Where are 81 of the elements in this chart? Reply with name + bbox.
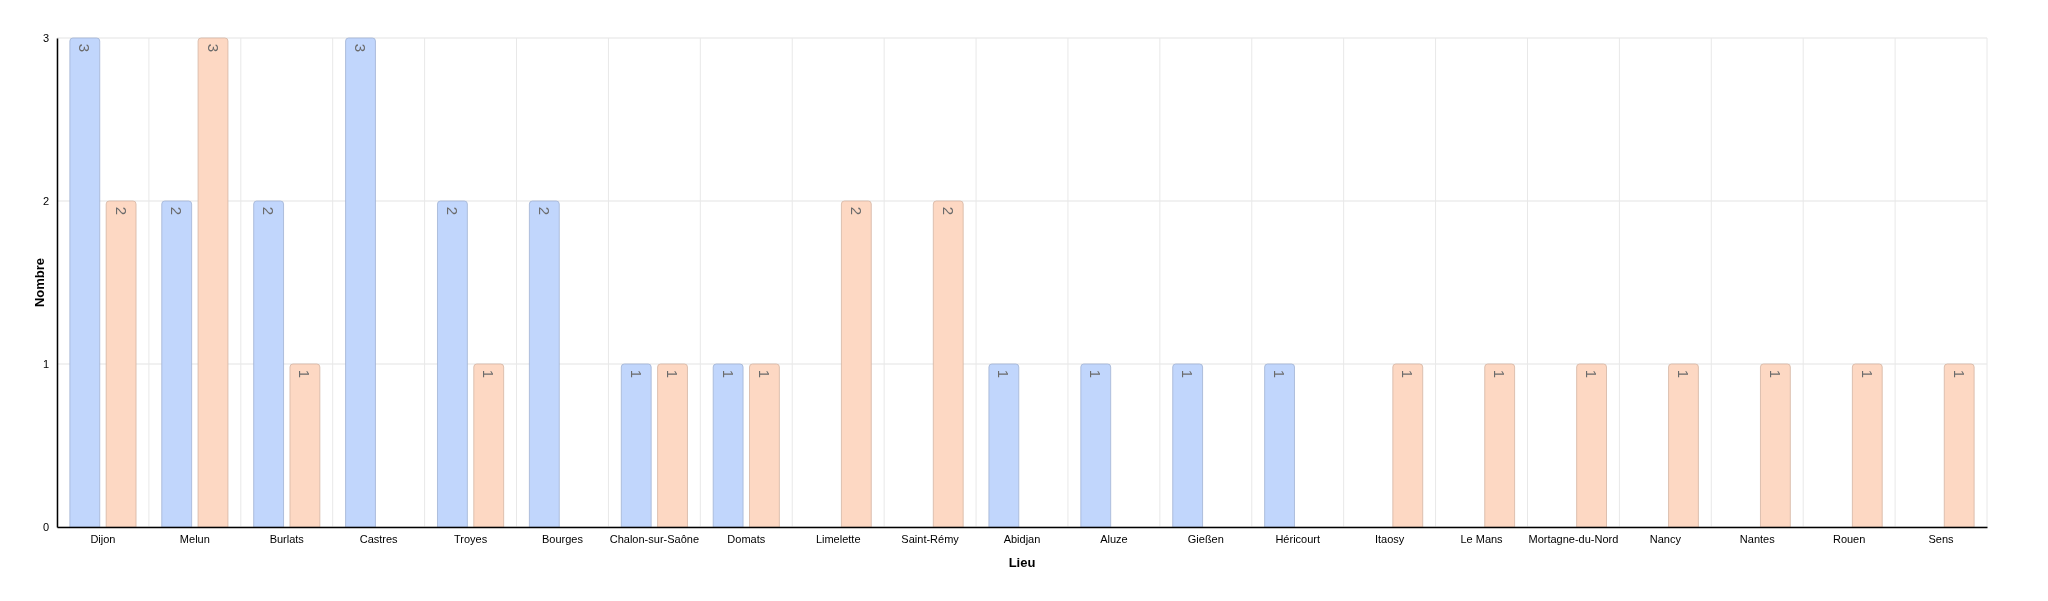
data-label: 2 [443, 206, 461, 216]
data-label: 1 [1399, 369, 1417, 379]
bar [161, 200, 193, 528]
bar [932, 200, 964, 528]
y-axis-title: Nombre [32, 257, 47, 308]
data-label: 1 [1087, 369, 1105, 379]
data-label: 2 [168, 206, 186, 216]
data-label: 2 [847, 206, 865, 216]
x-tick-label: Héricourt [1275, 532, 1321, 545]
bar [437, 200, 468, 528]
x-axis-title: Lieu [1008, 555, 1036, 570]
data-label: 2 [535, 206, 553, 216]
x-tick-label: Rouen [1832, 532, 1866, 545]
data-label: 2 [939, 206, 957, 216]
y-tick-label: 1 [42, 358, 49, 371]
x-tick-label: Limelette [815, 532, 861, 545]
data-label: 1 [719, 369, 737, 379]
bar [620, 363, 652, 528]
y-tick-label: 3 [42, 32, 49, 45]
y-tick-label: 2 [42, 195, 49, 208]
data-label: 1 [1950, 369, 1968, 379]
x-tick-label: Saint-Rémy [901, 532, 960, 545]
bar [712, 363, 744, 528]
bar [657, 363, 688, 528]
x-tick-label: Nantes [1739, 532, 1776, 545]
x-tick-label: Itaosy [1374, 532, 1405, 545]
x-tick-label: Aluze [1100, 532, 1128, 545]
bar [1943, 363, 1975, 528]
x-tick-label: Troyes [453, 532, 488, 545]
data-label: 1 [995, 369, 1013, 379]
data-label: 3 [352, 43, 370, 53]
data-label: 1 [296, 369, 314, 379]
bar [988, 363, 1020, 528]
data-label: 1 [627, 369, 645, 379]
x-tick-label: Abidjan [1003, 532, 1041, 545]
data-label: 1 [1766, 369, 1784, 379]
bar [841, 200, 872, 528]
data-label: 1 [755, 369, 773, 379]
data-label: 2 [260, 206, 278, 216]
y-tick-label: 0 [42, 521, 49, 534]
bar [1264, 363, 1295, 528]
x-tick-label: Domats [727, 532, 766, 545]
data-label: 1 [1858, 369, 1876, 379]
data-label: 1 [1271, 369, 1289, 379]
x-tick-label: Nancy [1649, 532, 1682, 545]
x-tick-label: Dijon [90, 532, 116, 545]
x-tick-label: Mortagne-du-Nord [1528, 532, 1619, 545]
bar [473, 363, 505, 528]
bar [1576, 363, 1607, 528]
bar [197, 37, 229, 528]
bar [1392, 363, 1424, 528]
bar [1668, 363, 1699, 528]
data-label: 1 [1179, 369, 1197, 379]
data-label: 1 [1491, 369, 1509, 379]
data-label: 1 [1583, 369, 1601, 379]
x-tick-label: Chalon-sur-Saône [609, 532, 700, 545]
bar [749, 363, 780, 528]
data-label: 2 [112, 206, 130, 216]
bar [105, 200, 137, 528]
x-tick-label: Burlats [269, 532, 305, 545]
bar [1080, 363, 1112, 528]
bar [528, 200, 560, 528]
x-tick-label: Bourges [541, 532, 584, 545]
data-label: 1 [664, 369, 682, 379]
bar [1851, 363, 1883, 528]
data-label: 3 [204, 43, 222, 53]
x-tick-label: Castres [359, 532, 399, 545]
bar [69, 37, 101, 528]
x-tick-label: Le Mans [1460, 532, 1504, 545]
bar [1172, 363, 1203, 528]
bar [345, 37, 376, 528]
bar [1484, 363, 1516, 528]
bar [253, 200, 284, 528]
data-label: 1 [1674, 369, 1692, 379]
x-tick-label: Sens [1928, 532, 1955, 545]
x-tick-label: Gießen [1187, 532, 1224, 545]
bar [289, 363, 321, 528]
data-label: 3 [76, 43, 94, 53]
data-label: 1 [480, 369, 498, 379]
x-tick-label: Melun [179, 532, 210, 545]
bar [1760, 363, 1791, 528]
